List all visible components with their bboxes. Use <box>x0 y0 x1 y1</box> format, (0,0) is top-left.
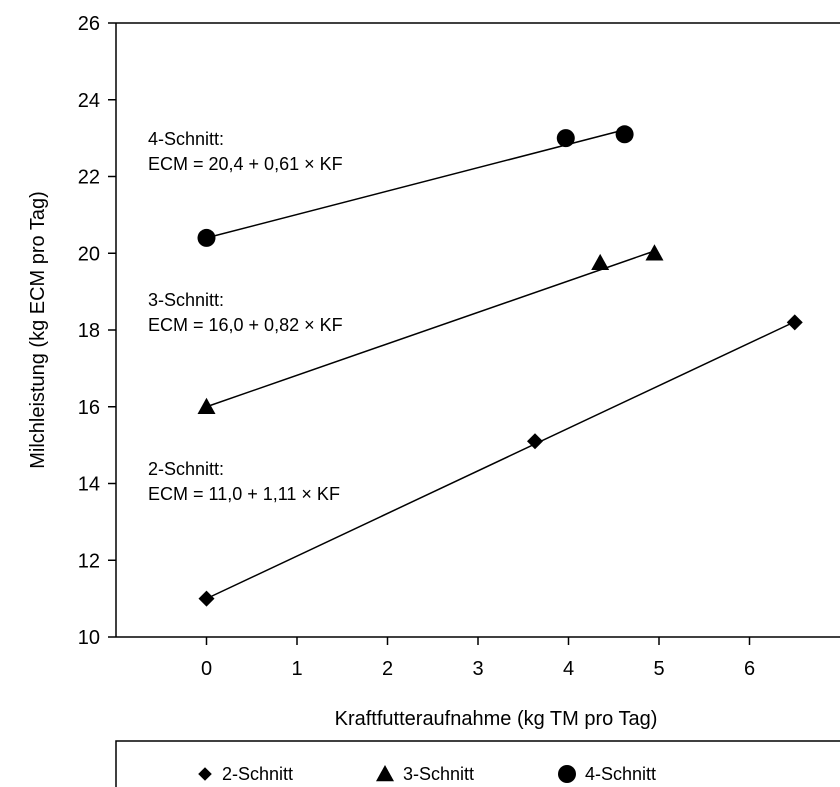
data-point <box>197 397 216 414</box>
data-point <box>197 228 216 247</box>
x-tick-label: 1 <box>291 658 302 680</box>
y-tick-label: 10 <box>78 627 100 649</box>
x-tick-label: 0 <box>201 658 212 680</box>
y-tick-label: 14 <box>78 474 100 496</box>
x-tick-label: 3 <box>472 658 483 680</box>
y-tick-label: 22 <box>78 167 100 189</box>
y-axis-title: Milchleistung (kg ECM pro Tag) <box>27 191 49 469</box>
regression-lines <box>206 129 796 600</box>
regression-annotation: 4-Schnitt: <box>148 129 224 149</box>
x-tick-label: 5 <box>653 658 664 680</box>
regression-annotation: ECM = 11,0 + 1,11 × KF <box>148 484 340 504</box>
data-point <box>591 253 610 271</box>
regression-line <box>206 250 655 408</box>
data-point <box>198 590 215 607</box>
data-point <box>527 433 544 450</box>
x-axis-title: Kraftfutteraufnahme (kg TM pro Tag) <box>335 708 658 730</box>
regression-annotation: 2-Schnitt: <box>148 459 224 479</box>
legend-marker <box>558 765 576 783</box>
legend-label: 3-Schnitt <box>403 764 474 784</box>
x-tick-label: 2 <box>382 658 393 680</box>
data-point <box>786 314 803 331</box>
data-point <box>556 129 575 148</box>
x-axis: 0 1 2 3 4 5 6 <box>201 637 755 680</box>
y-tick-label: 16 <box>78 397 100 419</box>
regression-line <box>206 321 796 600</box>
legend-box <box>115 740 840 787</box>
y-tick-label: 26 <box>78 13 100 35</box>
y-tick-label: 24 <box>78 90 100 112</box>
regression-annotations: 2-Schnitt: ECM = 11,0 + 1,11 × KF 3-Schnit… <box>148 129 343 504</box>
regression-annotation: ECM = 16,0 + 0,82 × KF <box>148 315 343 335</box>
data-point <box>645 244 664 261</box>
legend: 2-Schnitt 3-Schnitt 4-Schnitt <box>115 740 840 787</box>
regression-annotation: ECM = 20,4 + 0,61 × KF <box>148 154 343 174</box>
y-tick-label: 20 <box>78 243 100 265</box>
y-axis: 10 12 14 16 18 20 22 24 26 <box>78 13 116 649</box>
legend-label: 2-Schnitt <box>222 764 293 784</box>
data-point <box>615 125 634 144</box>
legend-label: 4-Schnitt <box>585 764 656 784</box>
data-markers <box>197 125 803 607</box>
y-tick-label: 12 <box>78 550 100 572</box>
regression-annotation: 3-Schnitt: <box>148 290 224 310</box>
regression-line <box>206 129 625 239</box>
legend-marker <box>376 765 394 782</box>
legend-marker <box>198 767 212 781</box>
x-tick-label: 6 <box>744 658 755 680</box>
x-tick-label: 4 <box>563 658 574 680</box>
y-tick-label: 18 <box>78 320 100 342</box>
